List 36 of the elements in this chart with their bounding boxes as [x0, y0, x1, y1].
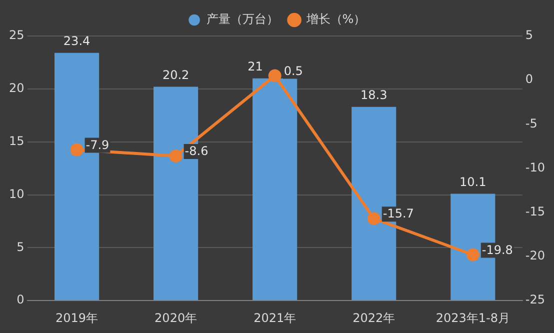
y2-tick-label: -15	[525, 204, 546, 219]
y-tick-label: 15	[8, 134, 24, 148]
y-tick-label: 20	[8, 81, 24, 96]
data-label: -8.6	[184, 144, 208, 158]
y2-tick-label: -10	[525, 160, 546, 174]
data-label: 23.4	[63, 34, 90, 48]
data-label: 20.2	[162, 68, 190, 82]
data-label: 0.5	[284, 64, 303, 78]
x-tick-label: 2020年	[154, 310, 198, 325]
y-tick-label: 25	[8, 28, 24, 42]
y-tick-label: 5	[16, 240, 24, 254]
y2-tick-label: 0	[525, 72, 534, 86]
point	[466, 248, 480, 262]
y-tick-label: 0	[16, 292, 24, 307]
point	[70, 143, 84, 156]
data-label: 18.3	[360, 88, 388, 102]
bar	[252, 78, 298, 300]
data-label: 21	[248, 59, 263, 74]
y2-tick-label: -5	[525, 116, 538, 130]
legend-label: 增长（%）	[305, 12, 366, 26]
y2-tick-label: 5	[525, 28, 534, 42]
point	[169, 149, 182, 162]
data-label: -7.9	[86, 138, 110, 152]
y-tick-label: 10	[8, 186, 24, 201]
x-tick-label: 2021年	[254, 310, 296, 325]
x-tick-label: 2023年1-8月	[436, 310, 510, 325]
data-label: -15.7	[382, 206, 414, 221]
y2-tick-label: -20	[525, 248, 546, 263]
y2-tick-label: -25	[525, 292, 546, 307]
point	[268, 69, 282, 82]
x-tick-label: 2019年	[56, 310, 98, 325]
legend-label: 产量（万台）	[206, 12, 278, 26]
x-tick-label: 2022年	[352, 310, 396, 325]
data-label: 10.1	[460, 174, 486, 189]
point	[367, 212, 380, 226]
data-label: -19.8	[482, 242, 513, 257]
